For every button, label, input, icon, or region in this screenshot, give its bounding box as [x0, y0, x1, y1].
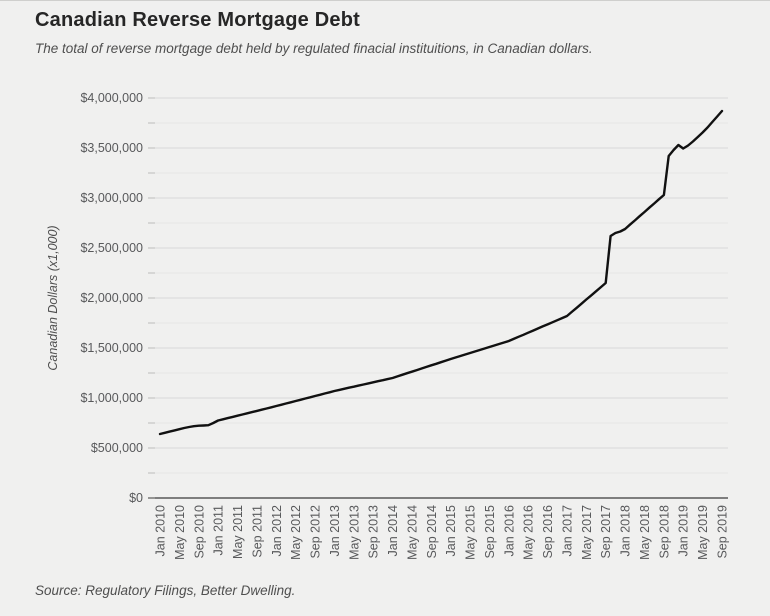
x-tick-label: Sep 2011: [250, 505, 264, 558]
source-note: Source: Regulatory Filings, Better Dwell…: [35, 583, 296, 598]
y-tick-label: $1,500,000: [80, 341, 143, 355]
y-tick-label: $1,000,000: [80, 391, 143, 405]
y-tick-label: $3,500,000: [80, 141, 143, 155]
x-tick-label: May 2017: [580, 505, 594, 560]
x-tick-label: Jan 2013: [328, 505, 342, 556]
x-tick-label: Sep 2010: [192, 505, 206, 559]
x-tick-label: Jan 2010: [154, 505, 168, 556]
y-tick-label: $2,500,000: [80, 241, 143, 255]
x-tick-label: May 2010: [173, 505, 187, 560]
x-tick-label: Jan 2017: [560, 505, 574, 556]
x-tick-label: Jan 2014: [386, 505, 400, 556]
data-line: [158, 109, 724, 436]
x-tick-label: Jan 2012: [270, 505, 284, 556]
x-tick-label: May 2011: [231, 505, 245, 559]
x-tick-label: Jan 2018: [619, 505, 633, 556]
x-tick-label: Sep 2017: [599, 505, 613, 559]
x-tick-label: Sep 2012: [309, 505, 323, 559]
x-tick-label: Jan 2016: [502, 505, 516, 556]
chart-subtitle: The total of reverse mortgage debt held …: [35, 41, 593, 56]
y-axis-title: Canadian Dollars (x1,000): [46, 225, 60, 370]
y-tick-label: $500,000: [91, 441, 143, 455]
x-tick-label: Jan 2019: [677, 505, 691, 556]
x-tick-label: Jan 2011: [212, 505, 226, 556]
x-tick-label: May 2015: [464, 505, 478, 560]
x-tick-label: Sep 2015: [483, 505, 497, 559]
x-tick-label: Sep 2013: [367, 505, 381, 559]
y-tick-label: $3,000,000: [80, 191, 143, 205]
x-tick-label: May 2013: [347, 505, 361, 560]
chart-title: Canadian Reverse Mortgage Debt: [35, 9, 360, 31]
x-tick-label: Sep 2016: [541, 505, 555, 559]
y-tick-label: $0: [129, 491, 143, 505]
x-tick-label: May 2018: [638, 505, 652, 560]
x-tick-label: May 2019: [696, 505, 710, 560]
line-chart: $0 $500,000 $1,000,000 $1,500,000 $2,000,000…: [46, 91, 730, 560]
y-tick-label: $2,000,000: [80, 291, 143, 305]
x-tick-label: May 2016: [522, 505, 536, 560]
x-tick-label: Sep 2018: [657, 505, 671, 559]
y-tick-label: $4,000,000: [80, 91, 143, 105]
x-tick-label: May 2012: [289, 505, 303, 560]
x-tick-label: Sep 2019: [716, 505, 730, 559]
x-tick-label: Jan 2015: [444, 505, 458, 556]
x-tick-label: Sep 2014: [425, 505, 439, 559]
x-tick-label: May 2014: [405, 505, 419, 560]
